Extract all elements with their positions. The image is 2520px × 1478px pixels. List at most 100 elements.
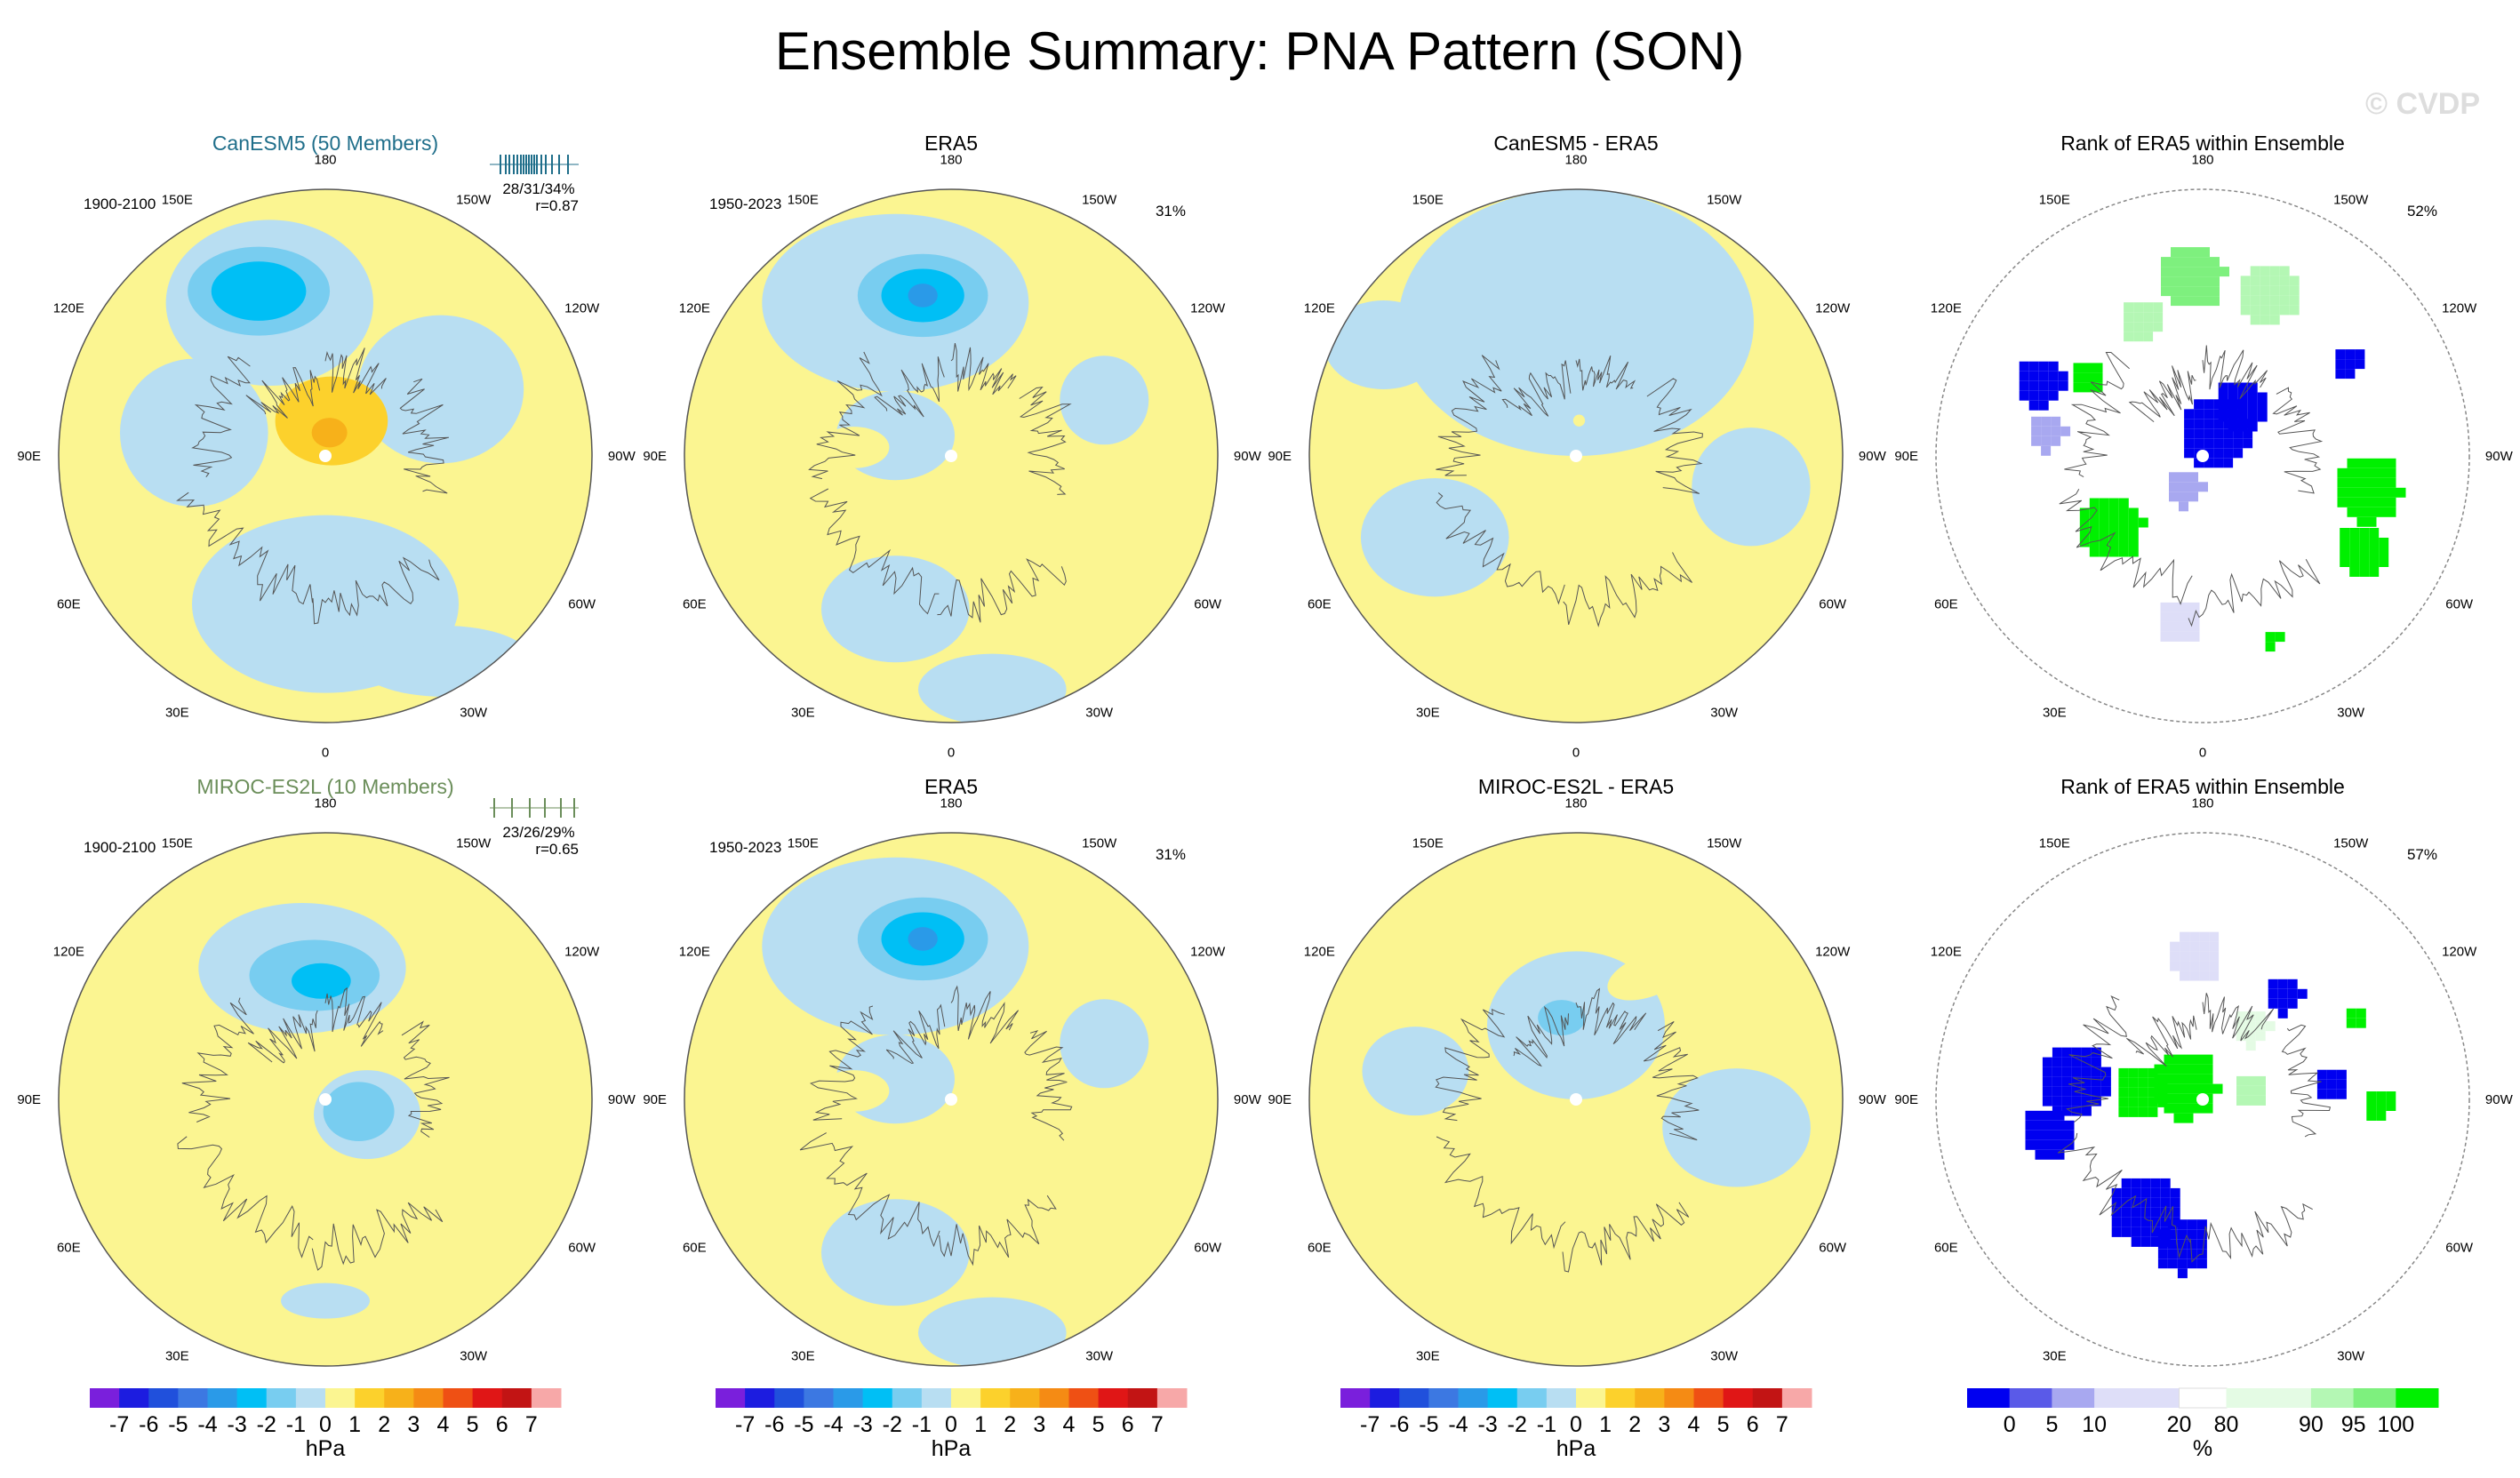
colorbar-swatch	[1693, 1388, 1724, 1408]
rank-cell	[2297, 988, 2308, 999]
rank-cell	[2247, 421, 2258, 432]
rank-cell	[2108, 507, 2119, 518]
rank-patch	[2161, 247, 2229, 307]
rank-cell	[2189, 611, 2200, 622]
rank-cell	[2347, 458, 2357, 468]
rank-cell	[2044, 1110, 2055, 1121]
rank-cell	[2257, 392, 2268, 403]
rank-cell	[2356, 516, 2367, 527]
rank-cell	[2100, 1076, 2111, 1087]
rank-cell	[2180, 951, 2190, 962]
rank-patch	[2236, 1011, 2276, 1051]
rank-cell	[2160, 611, 2171, 622]
colorbar-swatch	[1399, 1388, 1429, 1408]
rank-cell	[2118, 1077, 2129, 1088]
rank-cell	[2035, 1110, 2045, 1121]
rank-cell	[2111, 1226, 2122, 1237]
colorbar-tick: 0	[1570, 1412, 1582, 1437]
rank-cell	[2031, 416, 2042, 427]
percent-label: 52%	[2407, 203, 2437, 220]
rank-cell	[2366, 1111, 2377, 1121]
rank-cell	[2247, 392, 2258, 403]
rank-cell	[2337, 487, 2348, 498]
rank-cell	[2200, 247, 2210, 258]
figure-title: Ensemble Summary: PNA Pattern (SON)	[775, 21, 1744, 81]
rank-cell	[2121, 1178, 2132, 1188]
anomaly-contour	[1587, 1221, 1612, 1240]
colorbar-swatch	[1605, 1388, 1636, 1408]
rank-patch	[2335, 349, 2365, 379]
rank-cell	[2199, 961, 2210, 971]
lon-label: 30W	[460, 1349, 488, 1364]
rank-cell	[2092, 382, 2103, 393]
rank-cell	[2028, 361, 2039, 371]
rank-cell	[2138, 517, 2148, 528]
rank-cell	[2189, 621, 2200, 632]
rank-cell	[2118, 1087, 2129, 1098]
rank-cell	[2131, 1207, 2141, 1218]
rank-cell	[2326, 1089, 2337, 1099]
rank-cell	[2150, 1197, 2161, 1208]
rank-cell	[2138, 1097, 2148, 1107]
colorbar-swatch	[716, 1388, 746, 1408]
rank-cell	[2268, 979, 2278, 989]
rank-cell	[2269, 305, 2280, 316]
rank-cell	[2118, 507, 2129, 518]
rank-cell	[2071, 1096, 2082, 1107]
map-boundary	[684, 832, 1219, 1367]
rank-cell	[2140, 1226, 2151, 1237]
lon-label: 90W	[2485, 1092, 2514, 1107]
colorbar-swatch	[1156, 1388, 1188, 1408]
rank-cell	[2218, 411, 2228, 422]
rank-cell	[2121, 1217, 2132, 1227]
rank-cell	[2356, 477, 2367, 488]
rank-cell	[2100, 1067, 2111, 1077]
rank-cell	[2369, 557, 2380, 567]
lon-label: 60E	[57, 597, 81, 612]
rank-cell	[2150, 1217, 2161, 1227]
rank-cell	[2366, 458, 2377, 468]
colorbar-swatch	[236, 1388, 268, 1408]
rank-cell	[2279, 266, 2290, 276]
colorbar-swatch	[862, 1388, 893, 1408]
rank-cell	[2376, 507, 2387, 517]
lon-label: 180	[314, 796, 336, 811]
panel-title: MIROC-ES2L - ERA5	[1478, 775, 1674, 798]
rank-cell	[2157, 1258, 2168, 1269]
rank-cell	[2340, 557, 2350, 567]
rank-cell	[2269, 266, 2280, 276]
rank-cell	[2124, 312, 2134, 323]
colorbar-swatch	[1576, 1388, 1606, 1408]
rank-cell	[2340, 547, 2350, 557]
colorbar-tick: 5	[1092, 1412, 1105, 1437]
anomaly-contour	[211, 261, 307, 321]
rank-cell	[2240, 305, 2251, 316]
rank-cell	[2052, 1047, 2062, 1058]
rank-cell	[2038, 380, 2049, 391]
rank-cell	[2379, 557, 2389, 567]
rank-cell	[2128, 527, 2139, 538]
lon-label: 90E	[1268, 1092, 1292, 1107]
rank-cell	[2153, 312, 2164, 323]
lon-label: 120E	[1931, 300, 1962, 316]
rank-cell	[2337, 467, 2348, 478]
rank-cell	[2250, 266, 2260, 276]
rank-cell	[2187, 1249, 2197, 1259]
rank-cell	[2140, 1178, 2151, 1188]
colorbar-swatch	[2009, 1388, 2052, 1408]
rank-cell	[2204, 409, 2214, 419]
colorbar-swatch	[1340, 1388, 1371, 1408]
rank-cell	[2257, 402, 2268, 412]
rank-cell	[2194, 399, 2204, 410]
anomaly-contour	[818, 427, 890, 468]
rank-cell	[2138, 1087, 2148, 1098]
lon-label: 90W	[608, 1092, 636, 1107]
rank-cell	[2054, 1149, 2065, 1160]
rank-cell	[2054, 1130, 2065, 1140]
rank-cell	[2345, 349, 2356, 360]
rank-cell	[2366, 487, 2377, 498]
rank-cell	[2250, 285, 2260, 296]
rank-cell	[2237, 402, 2248, 412]
lon-label: 150W	[1707, 192, 1742, 207]
rank-cell	[2171, 276, 2180, 287]
